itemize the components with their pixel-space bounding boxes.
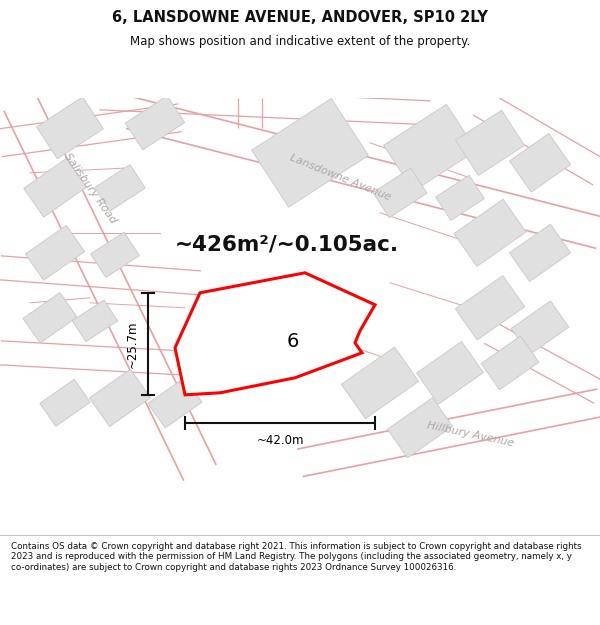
Polygon shape <box>388 398 452 458</box>
Text: 6, LANSDOWNE AVENUE, ANDOVER, SP10 2LY: 6, LANSDOWNE AVENUE, ANDOVER, SP10 2LY <box>112 9 488 24</box>
Polygon shape <box>454 199 526 266</box>
Polygon shape <box>509 134 571 192</box>
Polygon shape <box>72 300 118 342</box>
Polygon shape <box>25 226 85 280</box>
Polygon shape <box>251 98 368 208</box>
Polygon shape <box>91 232 139 278</box>
Polygon shape <box>37 97 103 159</box>
Polygon shape <box>383 104 476 191</box>
Polygon shape <box>341 347 419 419</box>
Polygon shape <box>95 164 145 211</box>
Text: ~25.7m: ~25.7m <box>125 320 139 368</box>
Polygon shape <box>509 224 571 281</box>
Polygon shape <box>416 341 484 404</box>
Text: Hillbury Avenue: Hillbury Avenue <box>425 421 514 449</box>
Polygon shape <box>148 378 202 428</box>
Polygon shape <box>23 292 77 343</box>
Polygon shape <box>481 336 539 389</box>
Text: Contains OS data © Crown copyright and database right 2021. This information is : Contains OS data © Crown copyright and d… <box>11 542 581 571</box>
Text: Lansdowne Avenue: Lansdowne Avenue <box>288 153 392 202</box>
Polygon shape <box>89 369 151 426</box>
Polygon shape <box>455 276 524 340</box>
Polygon shape <box>373 168 427 217</box>
Text: Salisbury Road: Salisbury Road <box>62 151 118 225</box>
Text: ~42.0m: ~42.0m <box>256 434 304 447</box>
Polygon shape <box>125 96 185 150</box>
Polygon shape <box>40 379 90 426</box>
Polygon shape <box>23 159 86 217</box>
Polygon shape <box>511 301 569 354</box>
Polygon shape <box>436 175 484 221</box>
Polygon shape <box>455 110 524 176</box>
Polygon shape <box>175 272 375 395</box>
Text: Map shows position and indicative extent of the property.: Map shows position and indicative extent… <box>130 34 470 48</box>
Text: 6: 6 <box>287 331 299 351</box>
Text: ~426m²/~0.105ac.: ~426m²/~0.105ac. <box>175 235 399 255</box>
